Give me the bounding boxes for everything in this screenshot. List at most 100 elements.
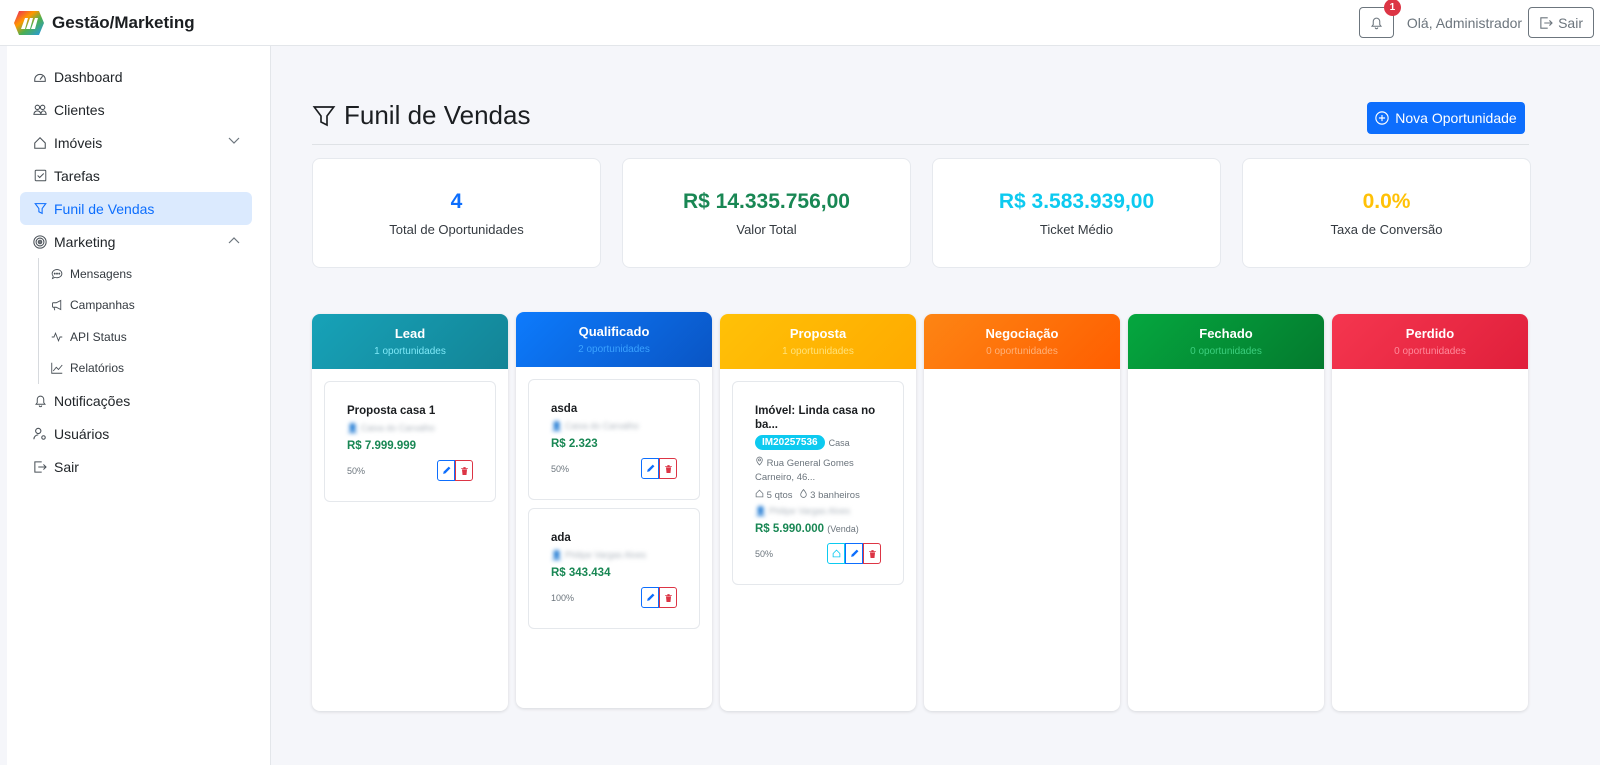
chevron-down-icon bbox=[228, 137, 240, 144]
sidebar-item-label: Funil de Vendas bbox=[54, 200, 155, 217]
brand-logo-icon bbox=[14, 10, 44, 35]
edit-deal-button[interactable] bbox=[641, 587, 659, 608]
bell-icon bbox=[33, 394, 47, 408]
column-title: Lead bbox=[394, 326, 426, 341]
deal-title: Imóvel: Linda casa no ba... bbox=[755, 405, 876, 431]
box-arrow-right-icon bbox=[1540, 16, 1553, 29]
sidebar-item-tarefas[interactable]: Tarefas bbox=[20, 159, 252, 192]
property-type: Casa bbox=[828, 437, 850, 448]
pipeline-board: Lead 1 oportunidades Proposta casa 1 👤 C… bbox=[312, 312, 1528, 711]
pencil-icon bbox=[442, 466, 450, 474]
sidebar-item-notificacoes[interactable]: Notificações bbox=[20, 384, 252, 417]
column-title: Fechado bbox=[1199, 326, 1253, 341]
check-square-icon bbox=[33, 169, 47, 183]
property-code-badge: IM20257536 bbox=[755, 435, 825, 450]
sidebar-subitem-relatorios[interactable]: Relatórios bbox=[39, 353, 252, 385]
stat-conversion-rate: 0.0% Taxa de Conversão bbox=[1242, 158, 1531, 268]
sidebar-subitem-label: Campanhas bbox=[70, 298, 135, 313]
deal-value-note: (Venda) bbox=[827, 524, 859, 534]
sidebar-item-label: Marketing bbox=[54, 233, 116, 250]
column-perdido: Perdido 0 oportunidades bbox=[1332, 314, 1528, 711]
deal-card[interactable]: asda 👤 Caixa do Carvalho R$ 2.323 50% bbox=[528, 379, 700, 500]
delete-deal-button[interactable] bbox=[455, 460, 473, 481]
stat-total-opportunities: 4 Total de Oportunidades bbox=[312, 158, 601, 268]
deal-value: R$ 5.990.000 (Venda) bbox=[755, 523, 881, 535]
sidebar-item-usuarios[interactable]: Usuários bbox=[20, 417, 252, 450]
edit-deal-button[interactable] bbox=[437, 460, 455, 481]
column-body: Proposta casa 1 👤 Caixa do Carvalho R$ 7… bbox=[312, 369, 508, 711]
stat-value: 0.0% bbox=[1362, 189, 1411, 213]
bathrooms-text: 3 banheiros bbox=[810, 490, 860, 501]
stat-value: R$ 14.335.756,00 bbox=[683, 189, 850, 213]
delete-deal-button[interactable] bbox=[863, 543, 881, 564]
logout-button[interactable]: Sair bbox=[1528, 7, 1594, 38]
column-qualificado: Qualificado 2 oportunidades asda 👤 Caixa… bbox=[516, 312, 712, 708]
megaphone-icon bbox=[51, 299, 63, 311]
stat-label: Ticket Médio bbox=[1039, 221, 1114, 237]
notifications-button[interactable]: 1 bbox=[1358, 0, 1401, 38]
column-count: 0 oportunidades bbox=[986, 346, 1058, 357]
deal-client: 👤 Caixa do Carvalho bbox=[347, 423, 435, 433]
sidebar-subitem-campanhas[interactable]: Campanhas bbox=[39, 290, 252, 322]
sidebar-item-funil-de-vendas[interactable]: Funil de Vendas bbox=[20, 192, 252, 225]
deal-client: 👤 Philipe Vargas Alves bbox=[551, 550, 647, 560]
house-icon bbox=[832, 549, 840, 558]
stat-total-value: R$ 14.335.756,00 Valor Total bbox=[622, 158, 911, 268]
view-property-button[interactable] bbox=[827, 543, 845, 564]
logout-label: Sair bbox=[1558, 14, 1583, 31]
new-opportunity-button[interactable]: Nova Oportunidade bbox=[1367, 102, 1525, 134]
pencil-icon bbox=[646, 464, 654, 472]
deal-value: R$ 343.434 bbox=[551, 567, 611, 579]
bathrooms: 3 banheiros bbox=[799, 488, 860, 501]
sidebar-item-marketing[interactable]: Marketing bbox=[20, 225, 252, 258]
speedometer-icon bbox=[33, 70, 47, 84]
column-lead: Lead 1 oportunidades Proposta casa 1 👤 C… bbox=[312, 314, 508, 711]
header-divider bbox=[312, 144, 1529, 145]
brand[interactable]: Gestão/Marketing bbox=[13, 10, 195, 36]
deal-value: R$ 7.999.999 bbox=[347, 440, 417, 452]
deal-probability: 50% bbox=[551, 463, 570, 474]
app-title: Gestão/Marketing bbox=[52, 12, 195, 32]
stat-label: Valor Total bbox=[736, 221, 797, 237]
stats-row: 4 Total de Oportunidades R$ 14.335.756,0… bbox=[312, 158, 1531, 268]
stat-label: Taxa de Conversão bbox=[1330, 221, 1443, 237]
activity-icon bbox=[51, 331, 63, 343]
page-title: Funil de Vendas bbox=[344, 100, 531, 130]
people-icon bbox=[33, 103, 47, 117]
edit-deal-button[interactable] bbox=[641, 458, 659, 479]
deal-probability: 100% bbox=[551, 592, 575, 603]
sidebar-item-dashboard[interactable]: Dashboard bbox=[20, 60, 252, 93]
sidebar-subitem-label: Mensagens bbox=[70, 266, 133, 281]
column-title: Perdido bbox=[1405, 326, 1455, 341]
edit-deal-button[interactable] bbox=[845, 543, 863, 564]
column-title: Negociação bbox=[985, 326, 1059, 341]
deal-card[interactable]: Proposta casa 1 👤 Caixa do Carvalho R$ 7… bbox=[324, 381, 496, 502]
notification-count-badge: 1 bbox=[1383, 0, 1401, 16]
sidebar-subitem-label: API Status bbox=[70, 329, 127, 344]
sidebar-item-imoveis[interactable]: Imóveis bbox=[20, 126, 252, 159]
graph-up-icon bbox=[51, 362, 63, 374]
sidebar-item-label: Notificações bbox=[54, 392, 131, 409]
client-name: Philipe Vargas Alves bbox=[564, 550, 647, 560]
stat-label: Total de Oportunidades bbox=[389, 221, 524, 237]
deal-card[interactable]: ada 👤 Philipe Vargas Alves R$ 343.434 10… bbox=[528, 508, 700, 629]
main-content: Funil de Vendas Nova Oportunidade 4 Tota… bbox=[271, 46, 1600, 765]
trash-icon bbox=[664, 593, 672, 602]
deal-value: R$ 2.323 bbox=[551, 438, 598, 450]
sidebar-subitem-api-status[interactable]: API Status bbox=[39, 321, 252, 353]
sidebar-item-label: Usuários bbox=[54, 425, 110, 442]
column-header: Lead 1 oportunidades bbox=[312, 314, 508, 369]
box-arrow-right-icon bbox=[33, 460, 47, 474]
delete-deal-button[interactable] bbox=[659, 587, 677, 608]
sidebar-item-clientes[interactable]: Clientes bbox=[20, 93, 252, 126]
delete-deal-button[interactable] bbox=[659, 458, 677, 479]
sidebar-item-sair[interactable]: Sair bbox=[20, 450, 252, 483]
trash-icon bbox=[664, 464, 672, 473]
column-proposta: Proposta 1 oportunidades Imóvel: Linda c… bbox=[720, 314, 916, 711]
column-header: Perdido 0 oportunidades bbox=[1332, 314, 1528, 369]
sidebar-subitem-mensagens[interactable]: Mensagens bbox=[39, 258, 252, 290]
deal-card[interactable]: Imóvel: Linda casa no ba... IM20257536 C… bbox=[732, 381, 904, 585]
column-header: Qualificado 2 oportunidades bbox=[516, 312, 712, 367]
rooms: 5 qtos bbox=[755, 489, 793, 501]
client-name: Caixa do Carvalho bbox=[360, 423, 435, 433]
